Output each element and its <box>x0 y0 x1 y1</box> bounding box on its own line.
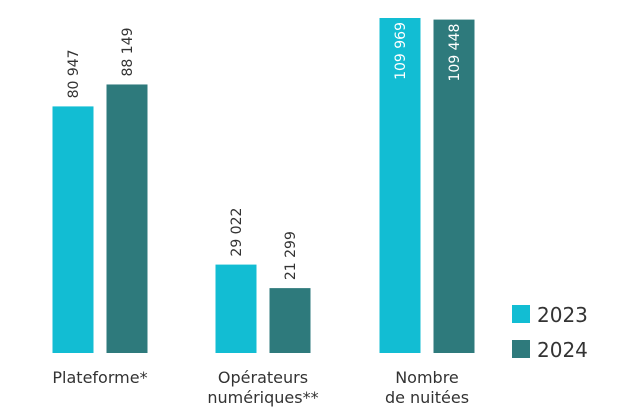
bar <box>106 84 148 353</box>
legend-swatch <box>512 340 530 358</box>
bar <box>433 19 475 354</box>
bar <box>379 18 421 353</box>
value-label: 21 299 <box>283 231 299 280</box>
bar <box>215 264 257 353</box>
value-label: 109 448 <box>447 24 463 82</box>
x-tick-label: Nombre de nuitées <box>384 368 470 407</box>
legend-swatch <box>512 305 530 323</box>
bar <box>269 288 311 353</box>
value-label: 109 969 <box>393 22 409 80</box>
value-label: 88 149 <box>120 27 136 76</box>
value-label: 80 947 <box>66 49 82 98</box>
legend-label: 2023 <box>537 303 588 327</box>
legend-label: 2024 <box>537 338 588 362</box>
value-label: 29 022 <box>229 208 245 257</box>
x-tick-label: Opérateurs numériques** <box>207 368 319 407</box>
bar <box>52 106 94 353</box>
x-tick-label: Plateforme* <box>52 368 148 387</box>
